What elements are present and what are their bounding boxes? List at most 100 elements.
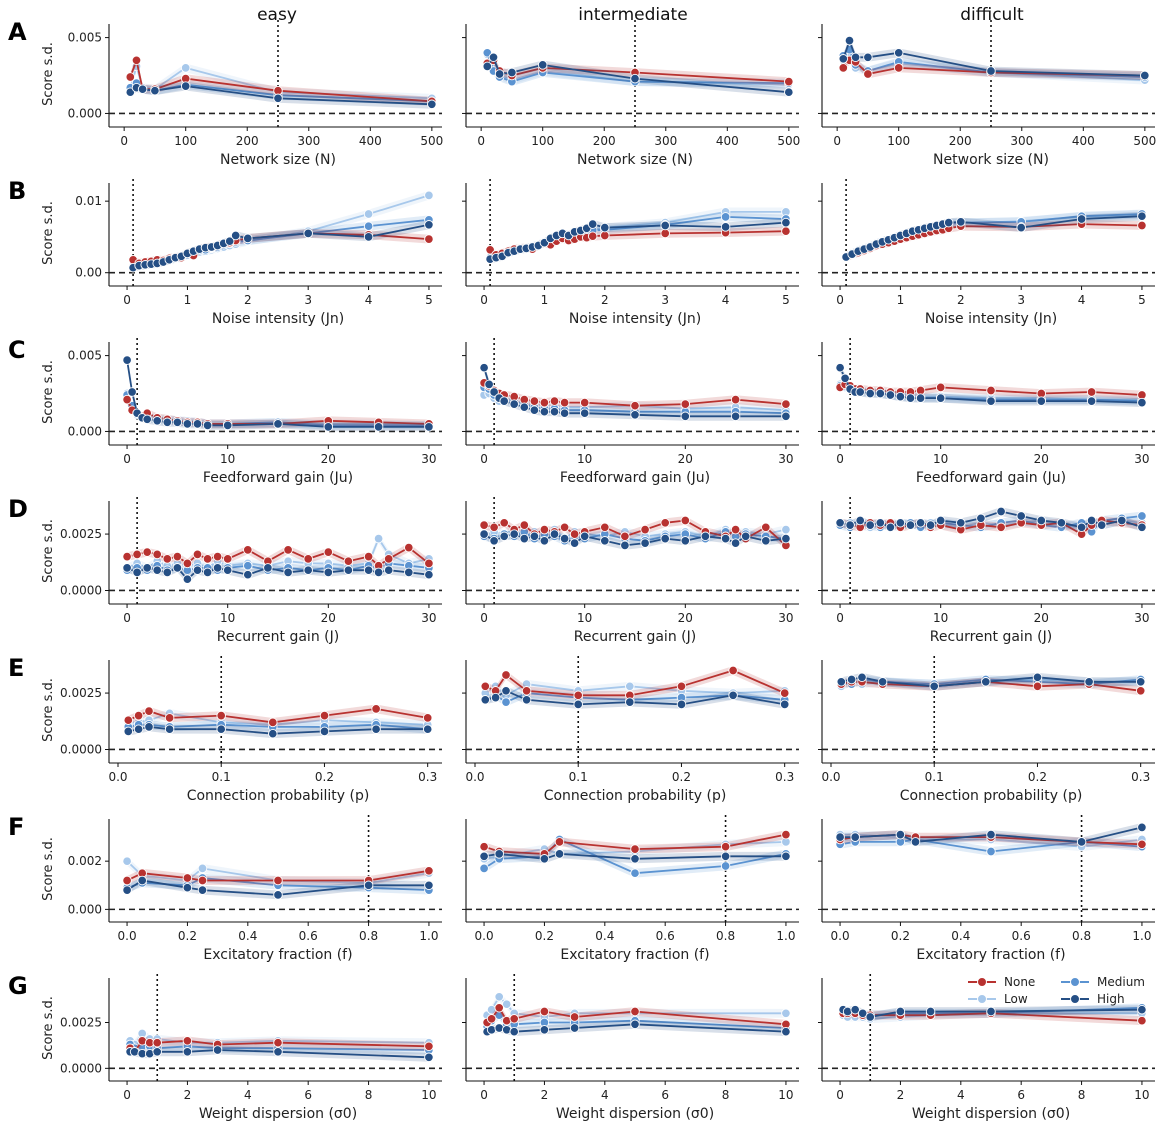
data-point [482, 61, 493, 72]
x-axis-label: Excitatory fraction (f) [203, 947, 352, 963]
series-band [840, 507, 1142, 532]
data-point [122, 856, 132, 866]
data-point [660, 533, 670, 544]
x-tick-label: 0 [477, 134, 485, 148]
x-axis-label: Connection probability (p) [900, 788, 1083, 804]
data-point [137, 875, 147, 886]
x-tick-label: 6 [1017, 1088, 1025, 1102]
data-point [630, 1019, 640, 1030]
data-point [539, 397, 550, 408]
legend-label-high: High [1097, 992, 1125, 1006]
data-point [162, 417, 173, 428]
data-point [162, 567, 173, 578]
x-tick-label: 0.0 [831, 929, 850, 943]
x-tick-label: 2 [244, 293, 252, 307]
data-point [640, 538, 650, 548]
data-point [125, 72, 136, 82]
x-tick-label: 200 [236, 134, 259, 148]
data-point [850, 52, 861, 63]
data-point [986, 385, 996, 396]
series-high [122, 875, 434, 900]
data-point [905, 393, 916, 403]
data-point [676, 681, 687, 692]
data-point [730, 394, 741, 405]
data-point [720, 841, 731, 852]
x-tick-label: 0.0 [821, 770, 840, 784]
data-point [212, 563, 223, 573]
data-point [1135, 686, 1146, 696]
series-band [133, 229, 429, 268]
x-axis-label: Excitatory fraction (f) [916, 947, 1065, 963]
x-tick-label: 1 [897, 293, 905, 307]
data-point [720, 533, 731, 544]
data-point [587, 231, 598, 241]
data-point [132, 567, 142, 578]
data-point [660, 518, 670, 528]
series-high [123, 722, 433, 739]
y-axis-label: Score s.d. [41, 837, 56, 901]
legend-marker-medium [1070, 977, 1080, 987]
data-point [895, 1006, 906, 1017]
series-high [480, 686, 790, 710]
data-point [915, 518, 926, 528]
x-tick-label: 0 [480, 1088, 488, 1102]
x-axis-label: Recurrent gain (J) [574, 629, 696, 645]
data-point [600, 522, 610, 533]
data-point [427, 99, 437, 110]
series-high [479, 529, 791, 551]
data-point [838, 63, 849, 73]
x-tick-label: 0.0 [465, 770, 484, 784]
data-point [152, 1047, 162, 1057]
data-point [579, 408, 590, 418]
data-point [182, 558, 193, 569]
data-point [539, 1025, 550, 1035]
data-point [501, 686, 511, 696]
data-point [885, 390, 896, 400]
data-point [486, 1014, 497, 1024]
x-tick-label: 0 [480, 293, 488, 307]
data-point [424, 220, 434, 230]
data-point [202, 567, 213, 578]
data-point [404, 542, 414, 553]
series-high [122, 563, 434, 584]
data-point [164, 713, 175, 723]
x-tick-label: 20 [1034, 452, 1049, 466]
data-point [182, 1036, 193, 1046]
panel-f-easy: 0.0 0.2 0.4 0.6 0.8 1.0 0.000 0.002 Score s.d. Ex… [41, 815, 442, 963]
data-point [620, 531, 630, 542]
data-point [507, 67, 517, 78]
data-point [343, 565, 354, 575]
series-band [487, 48, 789, 88]
x-tick-label: 30 [778, 452, 793, 466]
legend-item-medium: Medium [1061, 975, 1145, 989]
data-point [850, 832, 860, 842]
data-point [779, 688, 790, 698]
data-point [877, 677, 888, 687]
x-tick-label: 2 [601, 293, 609, 307]
x-tick-label: 30 [778, 611, 793, 625]
data-point [640, 524, 650, 535]
data-point [893, 63, 904, 73]
data-point [122, 551, 132, 562]
data-point [865, 388, 875, 399]
x-tick-label: 2 [897, 1088, 905, 1102]
data-point [479, 362, 489, 373]
x-tick-label: 5 [1138, 293, 1146, 307]
data-point [152, 1037, 162, 1048]
x-tick-label: 500 [1133, 134, 1156, 148]
data-point [844, 35, 855, 46]
series-line [839, 519, 1143, 529]
data-point [539, 536, 550, 546]
data-point [371, 704, 381, 714]
data-point [895, 518, 906, 528]
y-tick-label: 0.0000 [60, 583, 102, 597]
data-point [479, 863, 489, 874]
series-high [485, 217, 791, 264]
data-point [480, 695, 491, 705]
x-axis-label: Noise intensity (Jn) [212, 311, 344, 327]
data-point [1076, 214, 1087, 224]
data-point [363, 880, 374, 891]
x-tick-label: 300 [1010, 134, 1033, 148]
data-point [539, 1006, 550, 1017]
panel-c-easy: 0 10 20 30 0.000 0.005 Score s.d. Feedforward g… [41, 338, 442, 486]
